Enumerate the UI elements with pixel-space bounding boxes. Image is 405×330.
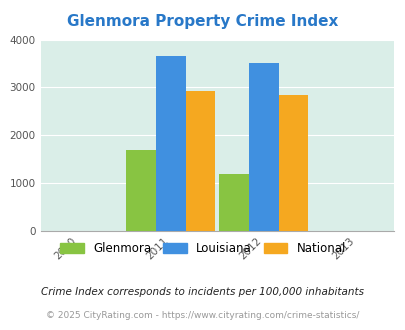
Bar: [219, 174, 248, 231]
Legend: Glenmora, Louisiana, National: Glenmora, Louisiana, National: [55, 237, 350, 260]
Bar: [248, 63, 278, 231]
Bar: [156, 56, 185, 231]
Bar: [278, 95, 307, 231]
Bar: [185, 91, 215, 231]
Text: Crime Index corresponds to incidents per 100,000 inhabitants: Crime Index corresponds to incidents per…: [41, 287, 364, 297]
Bar: [126, 150, 156, 231]
Text: Glenmora Property Crime Index: Glenmora Property Crime Index: [67, 14, 338, 29]
Text: © 2025 CityRating.com - https://www.cityrating.com/crime-statistics/: © 2025 CityRating.com - https://www.city…: [46, 311, 359, 320]
